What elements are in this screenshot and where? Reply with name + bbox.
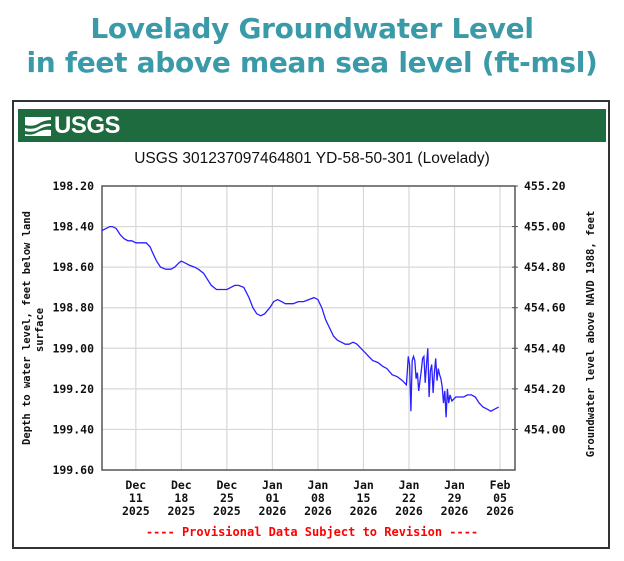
series-line-depth xyxy=(101,225,499,418)
x-tick-label: 08 xyxy=(311,491,325,505)
y-axis-label-line-1: Depth to water level, feet below land xyxy=(21,211,33,445)
chart-frame xyxy=(12,100,610,549)
y-tick-label: 199.40 xyxy=(52,422,94,436)
header-line-1: Lovelady Groundwater Level xyxy=(90,12,534,45)
x-tick-label: 2026 xyxy=(395,504,423,518)
x-tick-label: 2026 xyxy=(304,504,332,518)
x-tick-label: 05 xyxy=(493,491,507,505)
y-axis-label-line-2: surface xyxy=(34,308,46,352)
header-line-2: in feet above mean sea level (ft-msl) xyxy=(26,46,598,79)
x-tick-label: Dec xyxy=(216,478,237,492)
x-tick-label: 01 xyxy=(265,491,279,505)
y-tick-label: 198.80 xyxy=(52,301,94,315)
x-tick-label: Feb xyxy=(490,478,511,492)
usgs-logo-text: USGS xyxy=(54,112,121,139)
usgs-logo: USGS xyxy=(24,112,121,140)
x-tick-label: 2026 xyxy=(259,504,287,518)
x-tick-label: 2025 xyxy=(213,504,241,518)
y-tick-label: 198.20 xyxy=(52,179,94,193)
x-axis: Dec112025Dec182025Dec252025Jan012026Jan0… xyxy=(122,478,514,518)
y-tick-label: 198.40 xyxy=(52,220,94,234)
x-tick-label: 22 xyxy=(402,491,416,505)
y2-tick-label: 455.20 xyxy=(524,179,566,193)
y2-tick-label: 454.00 xyxy=(524,422,566,436)
x-tick-label: Jan xyxy=(353,478,374,492)
x-tick-label: Jan xyxy=(308,478,329,492)
y2-axis-label: Groundwater level above NAVD 1988, feet xyxy=(585,211,597,458)
x-tick-label: 11 xyxy=(129,491,143,505)
provisional-footnote: ---- Provisional Data Subject to Revisio… xyxy=(146,525,478,539)
y-axis-left: 198.20 198.40 198.60 198.80 199.00 199.20 199.… xyxy=(52,179,94,477)
x-tick-label: Jan xyxy=(262,478,283,492)
x-tick-label: 2025 xyxy=(122,504,150,518)
grid-lines xyxy=(102,186,515,470)
x-tick-label: 2026 xyxy=(486,504,514,518)
y-tick-label: 199.00 xyxy=(52,341,94,355)
y2-tick-label: 454.20 xyxy=(524,382,566,396)
x-tick-label: Dec xyxy=(125,478,146,492)
x-tick-label: 2026 xyxy=(441,504,469,518)
page-header: Lovelady Groundwater Level in feet above… xyxy=(0,12,624,80)
x-tick-label: 25 xyxy=(220,491,234,505)
x-tick-label: Jan xyxy=(444,478,465,492)
x-tick-label: Jan xyxy=(399,478,420,492)
y2-tick-label: 454.80 xyxy=(524,260,566,274)
x-tick-label: 15 xyxy=(357,491,371,505)
x-tick-label: 29 xyxy=(448,491,462,505)
x-tick-label: 18 xyxy=(174,491,188,505)
y-tick-label: 199.20 xyxy=(52,382,94,396)
y-tick-label: 199.60 xyxy=(52,463,94,477)
y2-tick-label: 455.00 xyxy=(524,220,566,234)
y2-tick-label: 454.60 xyxy=(524,301,566,315)
x-tick-label: 2026 xyxy=(350,504,378,518)
x-tick-label: 2025 xyxy=(167,504,195,518)
chart-title: USGS 301237097464801 YD-58-50-301 (Lovel… xyxy=(134,150,490,167)
y-tick-label: 198.60 xyxy=(52,260,94,274)
plot-border xyxy=(101,185,516,471)
usgs-banner xyxy=(18,109,606,142)
usgs-wave-icon xyxy=(25,117,51,136)
y2-tick-label: 454.40 xyxy=(524,341,566,355)
y-axis-right: 455.20 455.00 454.80 454.60 454.40 454.20 454.… xyxy=(512,179,566,436)
x-tick-label: Dec xyxy=(171,478,192,492)
